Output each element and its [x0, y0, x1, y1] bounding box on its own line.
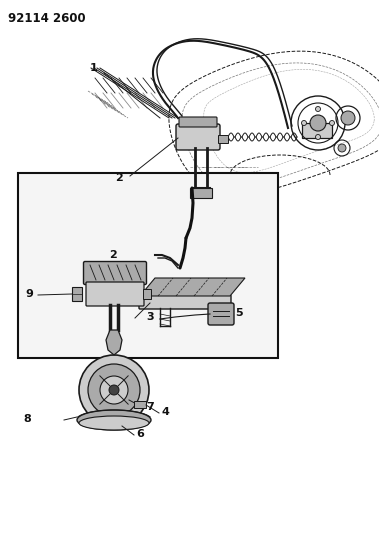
FancyBboxPatch shape	[86, 282, 144, 306]
Bar	[72, 287, 82, 301]
Polygon shape	[106, 330, 122, 355]
Text: 2: 2	[109, 250, 117, 260]
FancyBboxPatch shape	[139, 295, 231, 309]
FancyBboxPatch shape	[179, 117, 217, 127]
Text: 4: 4	[161, 407, 169, 417]
Bar	[190, 188, 212, 198]
Bar	[218, 135, 228, 143]
Circle shape	[315, 107, 321, 111]
FancyBboxPatch shape	[83, 262, 147, 285]
Text: 6: 6	[136, 429, 144, 439]
Ellipse shape	[77, 410, 151, 430]
Ellipse shape	[79, 416, 149, 430]
Circle shape	[338, 144, 346, 152]
Bar	[18, 173, 278, 358]
Bar	[143, 289, 151, 299]
Circle shape	[341, 111, 355, 125]
Polygon shape	[140, 278, 245, 296]
Circle shape	[100, 376, 128, 404]
Circle shape	[88, 364, 140, 416]
FancyBboxPatch shape	[176, 124, 220, 150]
Bar	[302, 123, 332, 138]
Circle shape	[315, 134, 321, 140]
Bar	[134, 401, 146, 408]
Circle shape	[302, 120, 307, 125]
Text: 7: 7	[146, 402, 154, 412]
Circle shape	[79, 355, 149, 425]
Text: 9: 9	[25, 289, 33, 299]
FancyBboxPatch shape	[208, 303, 234, 325]
Text: 5: 5	[235, 308, 243, 318]
Text: 1: 1	[90, 63, 98, 73]
Circle shape	[109, 385, 119, 395]
Text: 2: 2	[115, 173, 123, 183]
Text: 8: 8	[23, 414, 31, 424]
Circle shape	[329, 120, 335, 125]
Text: 92114 2600: 92114 2600	[8, 12, 86, 25]
Circle shape	[310, 115, 326, 131]
Text: 3: 3	[146, 312, 153, 322]
